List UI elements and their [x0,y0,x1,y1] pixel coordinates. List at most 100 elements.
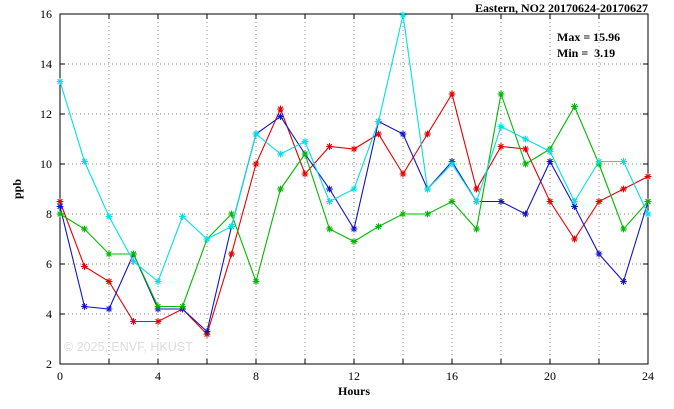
point-marker [179,303,186,310]
point-marker [130,258,137,265]
point-marker [105,278,113,285]
svg-text:16: 16 [446,369,458,383]
point-marker [203,328,211,335]
svg-text:6: 6 [46,257,52,271]
svg-text:14: 14 [40,57,52,71]
point-marker [154,278,162,285]
point-marker [571,103,578,110]
point-marker [350,185,358,193]
point-marker [424,185,431,193]
svg-text:12: 12 [348,369,360,383]
point-marker [56,78,64,85]
point-marker [448,198,456,205]
series-red [56,90,652,338]
point-marker [644,210,652,218]
point-marker [620,278,627,285]
chart-title: Eastern, NO2 20170624-20170627 [475,1,648,15]
point-marker [252,130,260,138]
point-marker [301,170,309,178]
point-marker [497,123,505,130]
point-marker [571,203,578,210]
series-cyan [56,11,652,285]
series-green [56,90,652,310]
point-marker [277,113,284,120]
point-marker [277,185,284,193]
point-marker [522,135,529,143]
point-marker [105,305,113,313]
point-marker [326,198,333,205]
point-marker [326,143,333,150]
point-marker [399,210,407,218]
point-marker [620,185,627,193]
point-marker [546,158,554,165]
point-marker [497,198,505,205]
point-marker [473,198,480,205]
svg-text:4: 4 [155,369,161,383]
point-marker [350,145,358,153]
point-marker [179,213,186,220]
point-marker [620,225,627,233]
point-marker [301,150,309,158]
svg-text:16: 16 [40,7,52,21]
point-marker [448,90,456,98]
x-tick-labels: 0 4 8 12 16 20 24 [57,369,654,383]
point-marker [399,11,407,19]
point-marker [277,105,284,113]
svg-text:2: 2 [46,357,52,371]
point-marker [522,210,529,218]
point-marker [571,198,578,205]
point-marker [620,158,627,165]
point-marker [399,130,407,138]
point-marker [644,173,652,180]
point-marker [595,198,603,205]
point-marker [252,160,260,168]
point-marker [497,90,505,98]
point-marker [228,223,235,230]
point-marker [81,158,88,165]
point-marker [546,148,554,155]
point-marker [154,303,162,310]
point-marker [375,223,382,230]
svg-text:24: 24 [642,369,654,383]
point-marker [105,213,113,220]
point-marker [424,130,431,138]
y-tick-labels: 2 4 6 8 10 12 14 16 [40,7,52,371]
svg-text:20: 20 [544,369,556,383]
point-marker [228,210,235,218]
point-marker [81,225,88,233]
point-marker [81,303,88,310]
plot-border [59,13,649,365]
point-marker [56,198,64,205]
point-marker [375,130,382,138]
point-marker [130,318,137,325]
max-annotation: Max = 15.96 [557,30,621,44]
point-marker [154,318,162,325]
point-marker [522,160,529,168]
watermark: © 2025, ENVF, HKUST [64,340,193,354]
x-axis-label: Hours [337,384,370,398]
point-marker [350,225,358,233]
point-marker [277,150,284,158]
point-marker [497,143,505,150]
point-marker [326,185,333,193]
svg-text:8: 8 [46,207,52,221]
svg-text:8: 8 [253,369,259,383]
point-marker [448,160,456,168]
point-marker [473,185,480,193]
point-marker [595,250,603,258]
y-axis-label: ppb [10,178,24,200]
point-marker [644,198,652,205]
point-marker [81,263,88,270]
point-marker [546,198,554,205]
point-marker [424,210,431,218]
point-marker [399,170,407,178]
svg-text:12: 12 [40,107,52,121]
point-marker [105,250,113,258]
point-marker [350,238,358,245]
point-marker [571,235,578,243]
point-marker [56,203,64,210]
point-marker [252,278,260,285]
point-marker [56,210,64,218]
